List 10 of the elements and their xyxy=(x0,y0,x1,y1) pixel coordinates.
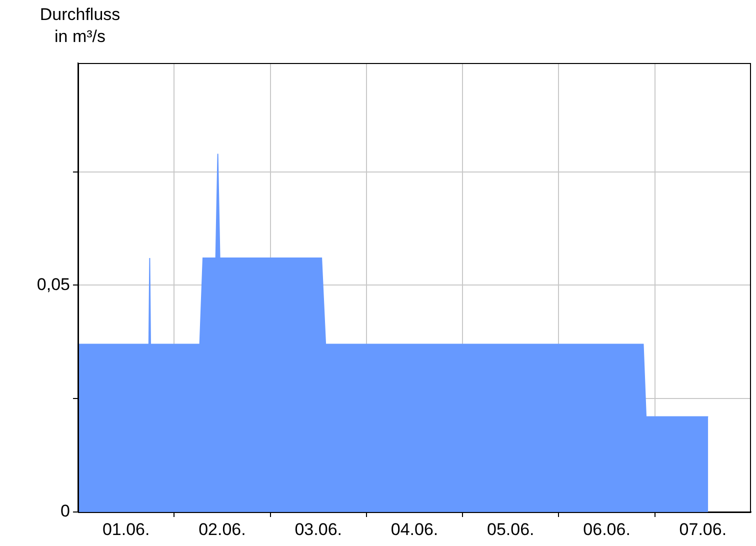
x-tick-label: 04.06. xyxy=(390,520,438,539)
y-tick-label: 0,05 xyxy=(36,274,70,294)
y-tick-label: 0 xyxy=(60,502,70,521)
x-tick-label: 06.06. xyxy=(583,520,630,539)
x-tick-label: 03.06. xyxy=(294,520,342,539)
x-tick-label: 01.06. xyxy=(102,520,150,539)
x-tick-label: 07.06. xyxy=(679,520,727,539)
x-tick-label: 05.06. xyxy=(487,520,534,539)
x-tick-label: 02.06. xyxy=(198,520,246,539)
y-axis-title: Durchfluss in m³/s xyxy=(38,4,122,48)
